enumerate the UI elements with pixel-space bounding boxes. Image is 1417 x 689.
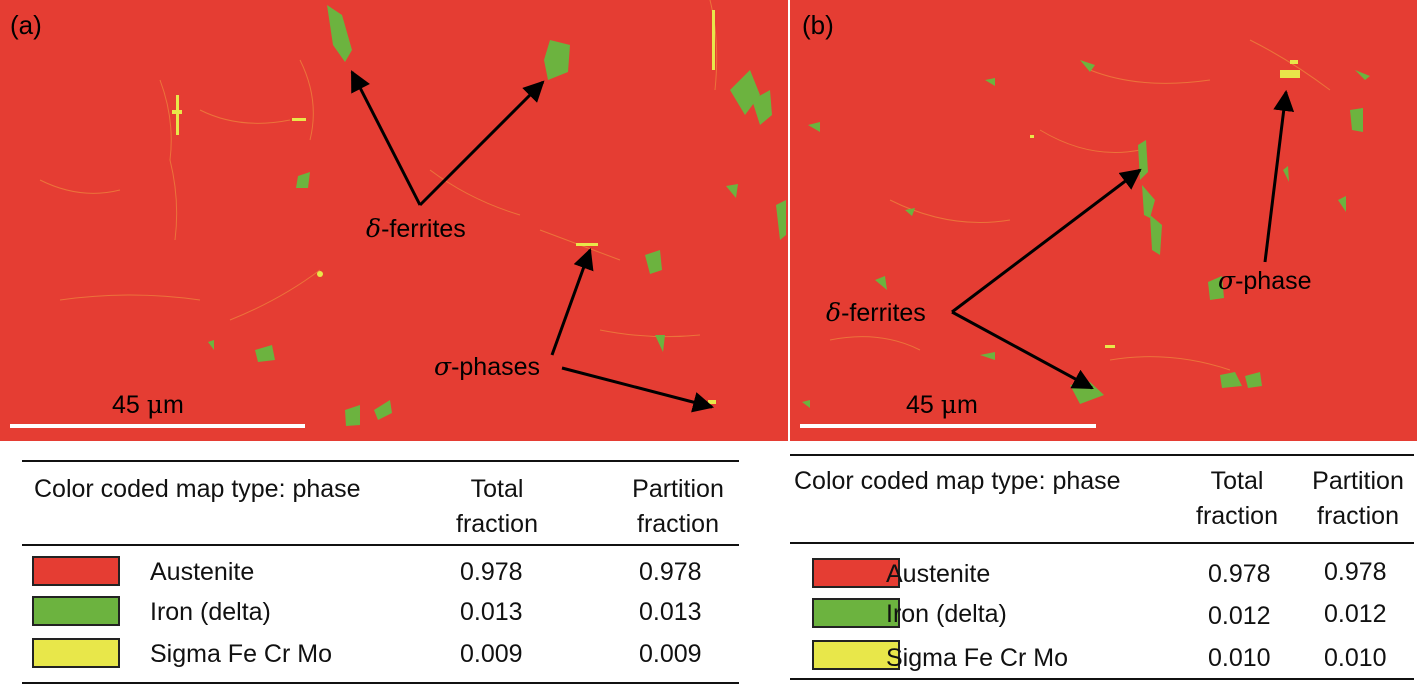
row-partition: 0.013 — [639, 598, 702, 626]
panel-label-b: (b) — [802, 10, 834, 40]
phase-fraction-table-b: Color coded map type: phase Total fractio… — [790, 454, 1414, 682]
sigma-symbol: σ — [1218, 266, 1236, 295]
sigma-phases-label-a: σ-phases — [434, 354, 540, 380]
phase-fraction-table-a: Color coded map type: phase Total fractio… — [22, 460, 739, 686]
delta-ferrites-label-a: δ-ferrites — [366, 216, 466, 242]
delta-suffix: -ferrites — [381, 215, 466, 243]
row-partition: 0.010 — [1324, 644, 1387, 672]
header-map-type: Color coded map type: phase — [794, 467, 1121, 495]
sigma-suffix: -phase — [1235, 267, 1312, 295]
row-partition: 0.009 — [639, 640, 702, 668]
panel-a: (a) δ-ferrites σ-phases 45 μm Color code… — [0, 0, 788, 686]
table-bottom-rule — [22, 682, 739, 684]
phase-map-b: (b) δ-ferrites σ-phase 45 μm — [790, 0, 1417, 441]
row-total: 0.978 — [1208, 560, 1271, 588]
panel-b: (b) δ-ferrites σ-phase 45 μm Color coded… — [790, 0, 1417, 689]
row-name: Austenite — [886, 560, 991, 588]
delta-symbol: δ — [366, 214, 382, 243]
swatch-sigma — [32, 638, 120, 668]
scale-label-b: 45 μm — [906, 390, 978, 419]
austenite-matrix — [0, 0, 788, 441]
header-partition-fraction: Partition fraction — [1312, 467, 1404, 530]
header-map-type: Color coded map type: phase — [34, 475, 361, 503]
delta-symbol: δ — [826, 298, 842, 327]
scale-bar-a — [10, 424, 305, 428]
delta-suffix: -ferrites — [841, 299, 926, 327]
row-total: 0.009 — [460, 640, 523, 668]
row-name: Austenite — [150, 558, 255, 586]
row-partition: 0.978 — [639, 558, 702, 586]
table-top-rule — [790, 454, 1414, 456]
austenite-matrix — [790, 0, 1417, 441]
sigma-suffix: -phases — [451, 353, 541, 381]
grain-boundaries — [829, 39, 1331, 371]
scale-label-a: 45 μm — [112, 390, 184, 419]
phase-map-a-image — [0, 0, 788, 441]
annotation-arrows-b — [951, 89, 1295, 390]
phase-map-b-image — [790, 0, 1417, 441]
row-name: Sigma Fe Cr Mo — [886, 644, 1068, 672]
swatch-sigma — [812, 640, 900, 670]
table-bottom-rule — [790, 678, 1414, 680]
swatch-delta-ferrite — [812, 598, 900, 628]
header-total-fraction: Total fraction — [1196, 467, 1278, 530]
row-name: Iron (delta) — [886, 600, 1007, 628]
delta-ferrites-label-b: δ-ferrites — [826, 300, 926, 326]
row-total: 0.012 — [1208, 602, 1271, 630]
table-header-rule — [22, 544, 739, 546]
row-name: Sigma Fe Cr Mo — [150, 640, 332, 668]
delta-ferrite-islands — [208, 5, 786, 426]
row-total: 0.010 — [1208, 644, 1271, 672]
phase-map-a: (a) δ-ferrites σ-phases 45 μm — [0, 0, 788, 441]
sigma-phase-particles — [1030, 60, 1300, 348]
table-header-rule — [790, 542, 1414, 544]
table-top-rule — [22, 460, 739, 462]
header-total-fraction: Total fraction — [456, 475, 538, 538]
row-total: 0.013 — [460, 598, 523, 626]
row-total: 0.978 — [460, 558, 523, 586]
header-partition-fraction: Partition fraction — [632, 475, 724, 538]
scale-bar-b — [800, 424, 1096, 428]
row-partition: 0.012 — [1324, 600, 1387, 628]
sigma-symbol: σ — [434, 352, 452, 381]
swatch-delta-ferrite — [32, 596, 120, 626]
sigma-phase-label-b: σ-phase — [1218, 268, 1312, 294]
row-name: Iron (delta) — [150, 598, 271, 626]
grain-boundaries — [39, 0, 718, 338]
swatch-austenite — [812, 558, 900, 588]
swatch-austenite — [32, 556, 120, 586]
panel-label-a: (a) — [10, 10, 42, 40]
row-partition: 0.978 — [1324, 558, 1387, 586]
annotation-arrows-a — [350, 70, 715, 413]
